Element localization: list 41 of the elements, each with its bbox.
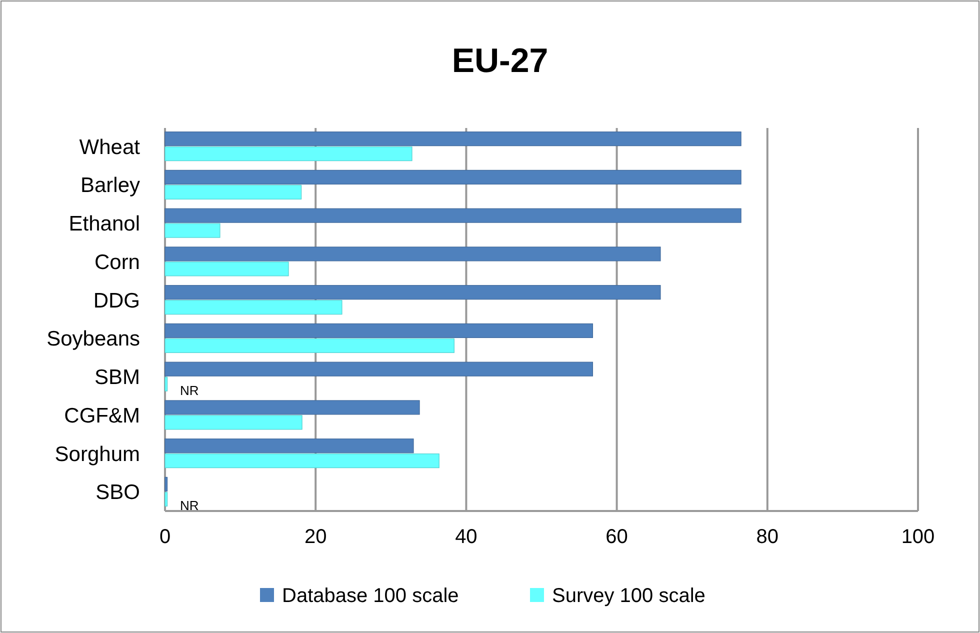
annotation: NR [180, 498, 199, 514]
y-tick-label: SBO [96, 481, 140, 504]
x-tick-label: 60 [606, 526, 628, 548]
bar [164, 208, 742, 223]
y-tick-label: Ethanol [68, 212, 140, 236]
bar [164, 323, 594, 338]
bar [164, 400, 420, 415]
y-tick-label: SBM [94, 366, 140, 390]
bar [164, 492, 168, 506]
y-tick-label: CGF&M [64, 404, 140, 428]
bar [164, 285, 661, 300]
bar [164, 438, 414, 454]
y-tick-label: Wheat [79, 136, 140, 159]
bar [164, 376, 168, 392]
y-tick-label: Sorghum [54, 442, 140, 466]
legend-label: Database 100 scale [282, 585, 459, 607]
bar [164, 300, 342, 315]
x-tick-label: 0 [159, 526, 171, 548]
bar [164, 146, 412, 162]
y-tick-label: Soybeans [46, 328, 140, 351]
legend-label: Survey 100 scale [552, 585, 706, 607]
bar [164, 262, 289, 276]
chart-title: EU-27 [452, 42, 548, 80]
x-tick-label: 100 [901, 526, 935, 548]
bar [164, 338, 454, 353]
bar [164, 415, 302, 430]
bar [164, 476, 168, 492]
bar [164, 362, 594, 376]
x-tick-label: 20 [304, 526, 327, 548]
y-tick-label: Barley [80, 174, 140, 198]
x-tick-label: 40 [455, 526, 478, 548]
bar [164, 454, 440, 468]
bar [164, 246, 661, 262]
bar [164, 184, 302, 200]
y-tick-label: DDG [93, 289, 140, 312]
y-tick-label: Corn [94, 250, 140, 274]
bar [164, 132, 742, 146]
bar [164, 223, 220, 238]
bar [164, 170, 742, 184]
x-tick-label: 80 [756, 526, 779, 548]
annotation: NR [180, 383, 199, 398]
